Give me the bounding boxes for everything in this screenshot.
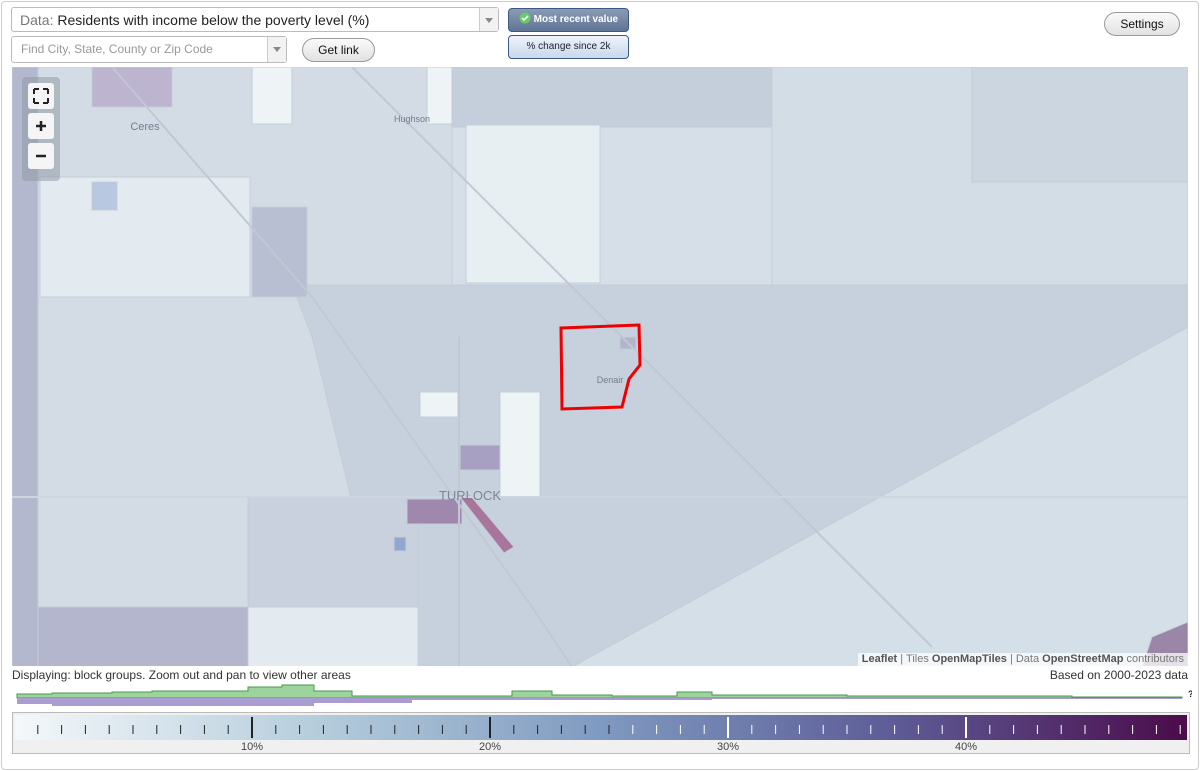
region-shapes xyxy=(12,67,1188,666)
attr-link[interactable]: Leaflet xyxy=(861,653,898,665)
histogram-lower xyxy=(17,698,1182,706)
region xyxy=(459,444,501,471)
region xyxy=(91,181,118,211)
region xyxy=(393,536,407,552)
map-layer: Ceres Hughson Denair TURLOCK xyxy=(12,67,1188,666)
most-recent-label: Most recent value xyxy=(533,14,619,25)
region xyxy=(247,496,419,608)
legend-label: 10% xyxy=(241,741,263,753)
selected-area[interactable] xyxy=(559,323,642,411)
change-toggle[interactable]: % change since 2k xyxy=(508,35,629,59)
region xyxy=(459,494,515,554)
region xyxy=(91,67,173,108)
region xyxy=(419,391,459,418)
based-on-note: Based on 2000-2023 data xyxy=(1049,668,1188,682)
check-icon xyxy=(519,12,531,24)
legend-label: 20% xyxy=(479,741,501,753)
zoom-icons xyxy=(28,83,54,169)
plus-icon xyxy=(36,121,46,131)
data-value: Residents with income below the poverty … xyxy=(57,12,370,28)
dropdown-arrow xyxy=(267,37,286,62)
histogram: ? xyxy=(16,684,1192,706)
attr-text: contributors xyxy=(1126,653,1184,665)
histogram-upper xyxy=(16,684,1183,699)
region xyxy=(465,124,601,284)
help-mark[interactable]: ? xyxy=(1188,689,1192,699)
map[interactable]: Ceres Hughson Denair TURLOCK xyxy=(12,67,1188,666)
settings-button[interactable]: Settings xyxy=(1104,12,1180,36)
region xyxy=(451,67,773,128)
road xyxy=(351,67,933,648)
attribution: Leaflet | Tiles OpenMapTiles | Data Open… xyxy=(857,653,1188,666)
region xyxy=(426,67,453,125)
displaying-note: Displaying: block groups. Zoom out and p… xyxy=(12,668,351,682)
legend-scale: 10% 20% 30% 40% xyxy=(15,715,1187,753)
zoom-control xyxy=(22,77,60,181)
region xyxy=(971,67,1188,183)
legend: 10% 20% 30% 40% xyxy=(12,712,1190,754)
fullscreen-icon xyxy=(33,88,49,104)
most-recent-toggle[interactable]: Most recent value xyxy=(508,8,629,32)
attr-text: | Tiles xyxy=(900,653,929,665)
region xyxy=(499,391,541,498)
region xyxy=(251,67,293,125)
road xyxy=(111,67,573,666)
attr-link[interactable]: OpenStreetMap xyxy=(1042,653,1124,665)
region xyxy=(12,606,249,666)
region xyxy=(247,606,419,666)
region xyxy=(39,176,251,298)
region xyxy=(291,284,1188,666)
place-label: Ceres xyxy=(130,121,160,133)
place-label: TURLOCK xyxy=(439,488,501,503)
place-label: Hughson xyxy=(394,114,430,124)
search-box[interactable]: Find City, State, County or Zip Code xyxy=(11,36,287,63)
data-select[interactable]: Data: Residents with income below the po… xyxy=(11,7,499,32)
roads xyxy=(12,67,1188,666)
dropdown-arrow xyxy=(479,8,498,31)
attr-text: | Data xyxy=(1009,653,1040,665)
get-link-button[interactable]: Get link xyxy=(302,38,375,62)
legend-label: 30% xyxy=(717,741,739,753)
region xyxy=(406,498,463,525)
legend-label: 40% xyxy=(955,741,977,753)
fullscreen-button[interactable] xyxy=(28,83,54,109)
place-label: Denair xyxy=(597,375,624,385)
search-placeholder: Find City, State, County or Zip Code xyxy=(21,42,213,56)
region xyxy=(251,206,308,298)
attr-link[interactable]: OpenMapTiles xyxy=(931,653,1007,665)
legend-ticks xyxy=(37,717,1181,738)
color-ramp xyxy=(15,715,1187,740)
data-label: Data: xyxy=(20,12,54,28)
